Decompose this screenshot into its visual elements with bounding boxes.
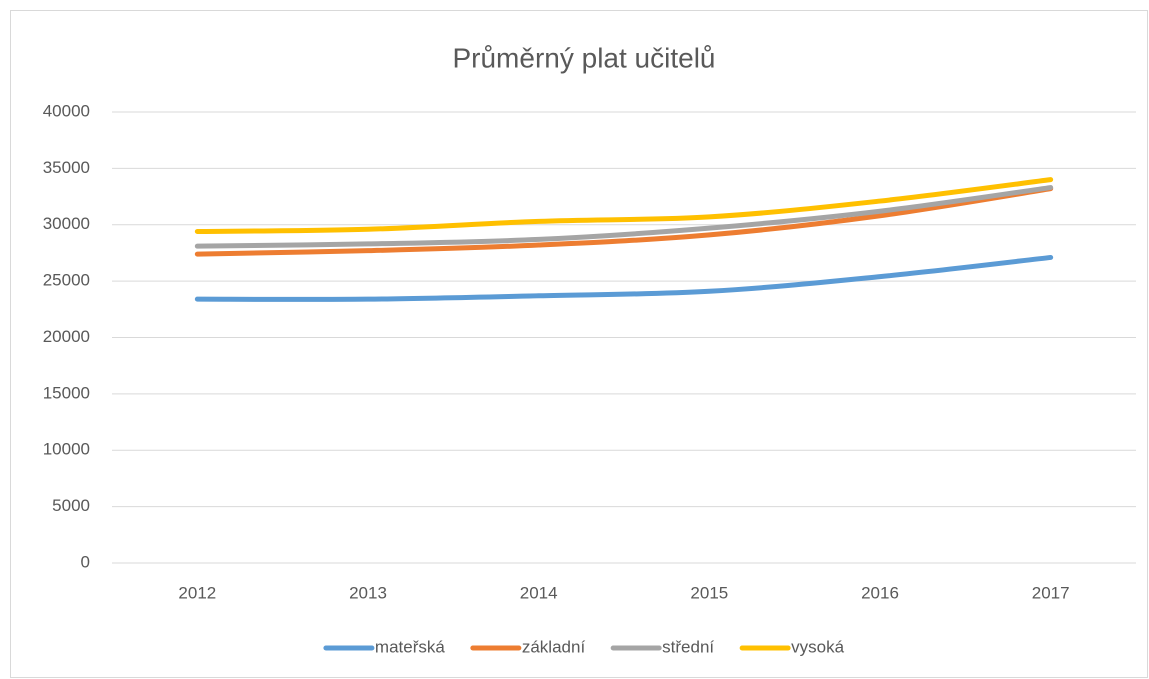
series-line [194, 177, 1054, 235]
y-tick-label: 35000 [43, 158, 90, 177]
x-tick-label: 2016 [861, 583, 899, 602]
y-tick-label: 5000 [52, 496, 90, 515]
y-tick-label: 10000 [43, 440, 90, 459]
series-line [194, 186, 1054, 257]
legend-label: střední [662, 637, 714, 656]
legend-label: vysoká [791, 637, 844, 656]
series-line [194, 185, 1054, 249]
x-tick-label: 2012 [178, 583, 216, 602]
series-line [194, 254, 1054, 302]
y-tick-label: 15000 [43, 383, 90, 402]
x-tick-label: 2017 [1032, 583, 1070, 602]
y-tick-label: 30000 [43, 214, 90, 233]
x-tick-label: 2013 [349, 583, 387, 602]
y-tick-label: 0 [81, 552, 90, 571]
legend-label: mateřská [375, 637, 445, 656]
x-tick-label: 2014 [520, 583, 558, 602]
y-tick-label: 40000 [43, 101, 90, 120]
legend-label: základní [522, 637, 586, 656]
chart-frame [10, 10, 1148, 678]
y-tick-label: 25000 [43, 271, 90, 290]
chart-title: Průměrný plat učitelů [452, 42, 715, 73]
x-tick-label: 2015 [690, 583, 728, 602]
y-tick-label: 20000 [43, 327, 90, 346]
